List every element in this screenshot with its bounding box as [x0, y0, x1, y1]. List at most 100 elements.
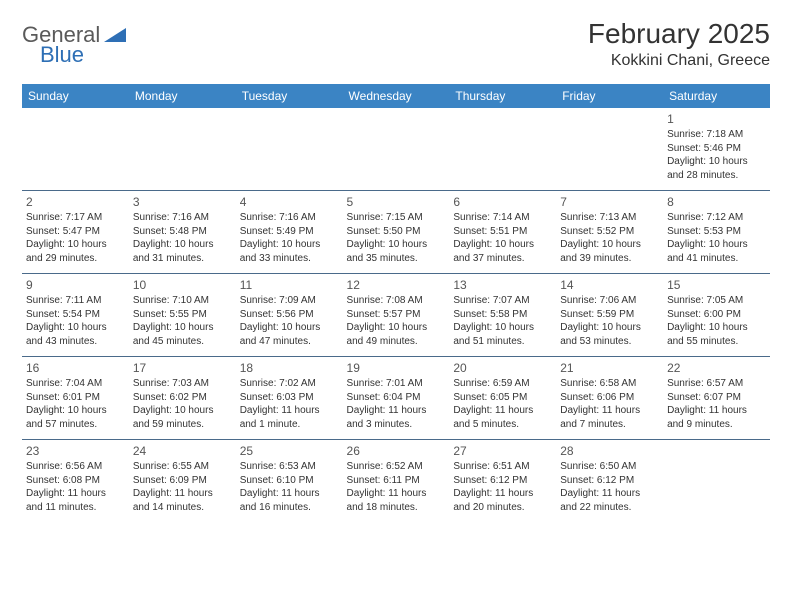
- day-number: 1: [667, 112, 766, 126]
- day-number: 10: [133, 278, 232, 292]
- week-row: 23 Sunrise: 6:56 AMSunset: 6:08 PMDayligh…: [22, 440, 770, 523]
- day-cell: 1 Sunrise: 7:18 AMSunset: 5:46 PMDaylight…: [663, 108, 770, 191]
- day-info: Sunrise: 7:17 AMSunset: 5:47 PMDaylight:…: [26, 211, 125, 265]
- day-cell: 21Sunrise: 6:58 AMSunset: 6:06 PMDayligh…: [556, 357, 663, 440]
- day-number: 12: [347, 278, 446, 292]
- day-cell: 10 Sunrise: 7:10 AMSunset: 5:55 PMDayligh…: [129, 274, 236, 357]
- day-cell: 25 Sunrise: 6:53 AMSunset: 6:10 PMDayligh…: [236, 440, 343, 523]
- day-cell: 17 Sunrise: 7:03 AMSunset: 6:02 PMDayligh…: [129, 357, 236, 440]
- day-number: 4: [240, 195, 339, 209]
- day-cell: 4 Sunrise: 7:16 AMSunset: 5:49 PMDaylight…: [236, 191, 343, 274]
- day-header-tuesday: Tuesday: [236, 84, 343, 108]
- day-number: 2: [26, 195, 125, 209]
- day-cell: 3Sunrise: 7:16 AMSunset: 5:48 PMDaylight…: [129, 191, 236, 274]
- day-info: Sunrise: 7:09 AMSunset: 5:56 PMDaylight:…: [240, 294, 339, 348]
- location: Kokkini Chani, Greece: [588, 52, 770, 70]
- day-number: 24: [133, 444, 232, 458]
- day-header-friday: Friday: [556, 84, 663, 108]
- day-header-wednesday: Wednesday: [343, 84, 450, 108]
- day-info: Sunrise: 6:50 AMSunset: 6:12 PMDaylight:…: [560, 460, 659, 514]
- day-cell: 11 Sunrise: 7:09 AMSunset: 5:56 PMDayligh…: [236, 274, 343, 357]
- day-info: Sunrise: 7:02 AMSunset: 6:03 PMDaylight:…: [240, 377, 339, 431]
- day-info: Sunrise: 6:56 AMSunset: 6:08 PMDaylight:…: [26, 460, 125, 514]
- day-info: Sunrise: 7:14 AMSunset: 5:51 PMDaylight:…: [453, 211, 552, 265]
- empty-cell: [556, 108, 663, 191]
- empty-cell: [129, 108, 236, 191]
- day-cell: 24 Sunrise: 6:55 AMSunset: 6:09 PMDayligh…: [129, 440, 236, 523]
- day-cell: 14 Sunrise: 7:06 AMSunset: 5:59 PMDayligh…: [556, 274, 663, 357]
- day-number: 23: [26, 444, 125, 458]
- empty-cell: [449, 108, 556, 191]
- week-row: 16 Sunrise: 7:04 AMSunset: 6:01 PMDayligh…: [22, 357, 770, 440]
- day-number: 25: [240, 444, 339, 458]
- day-info: Sunrise: 6:59 AMSunset: 6:05 PMDaylight:…: [453, 377, 552, 431]
- day-cell: 23 Sunrise: 6:56 AMSunset: 6:08 PMDayligh…: [22, 440, 129, 523]
- day-header-sunday: Sunday: [22, 84, 129, 108]
- week-row: 9 Sunrise: 7:11 AMSunset: 5:54 PMDaylight…: [22, 274, 770, 357]
- day-info: Sunrise: 6:52 AMSunset: 6:11 PMDaylight:…: [347, 460, 446, 514]
- day-info: Sunrise: 7:10 AMSunset: 5:55 PMDaylight:…: [133, 294, 232, 348]
- day-info: Sunrise: 7:18 AMSunset: 5:46 PMDaylight:…: [667, 128, 766, 182]
- day-cell: 8 Sunrise: 7:12 AMSunset: 5:53 PMDaylight…: [663, 191, 770, 274]
- day-number: 8: [667, 195, 766, 209]
- day-cell: 27Sunrise: 6:51 AMSunset: 6:12 PMDayligh…: [449, 440, 556, 523]
- day-header-thursday: Thursday: [449, 84, 556, 108]
- day-info: Sunrise: 7:12 AMSunset: 5:53 PMDaylight:…: [667, 211, 766, 265]
- day-info: Sunrise: 7:04 AMSunset: 6:01 PMDaylight:…: [26, 377, 125, 431]
- day-cell: 28 Sunrise: 6:50 AMSunset: 6:12 PMDayligh…: [556, 440, 663, 523]
- day-number: 15: [667, 278, 766, 292]
- day-cell: 2 Sunrise: 7:17 AMSunset: 5:47 PMDaylight…: [22, 191, 129, 274]
- day-info: Sunrise: 6:55 AMSunset: 6:09 PMDaylight:…: [133, 460, 232, 514]
- day-number: 18: [240, 361, 339, 375]
- day-info: Sunrise: 7:07 AMSunset: 5:58 PMDaylight:…: [453, 294, 552, 348]
- day-info: Sunrise: 7:11 AMSunset: 5:54 PMDaylight:…: [26, 294, 125, 348]
- day-header-monday: Monday: [129, 84, 236, 108]
- month-title: February 2025: [588, 18, 770, 50]
- day-info: Sunrise: 7:13 AMSunset: 5:52 PMDaylight:…: [560, 211, 659, 265]
- day-cell: 20 Sunrise: 6:59 AMSunset: 6:05 PMDayligh…: [449, 357, 556, 440]
- day-number: 9: [26, 278, 125, 292]
- day-number: 28: [560, 444, 659, 458]
- empty-cell: [343, 108, 450, 191]
- day-info: Sunrise: 6:57 AMSunset: 6:07 PMDaylight:…: [667, 377, 766, 431]
- title-block: February 2025 Kokkini Chani, Greece: [588, 18, 770, 70]
- day-number: 5: [347, 195, 446, 209]
- day-number: 7: [560, 195, 659, 209]
- day-info: Sunrise: 7:06 AMSunset: 5:59 PMDaylight:…: [560, 294, 659, 348]
- day-cell: 26 Sunrise: 6:52 AMSunset: 6:11 PMDayligh…: [343, 440, 450, 523]
- day-number: 20: [453, 361, 552, 375]
- calendar-table: SundayMondayTuesdayWednesdayThursdayFrid…: [22, 84, 770, 522]
- day-cell: 12 Sunrise: 7:08 AMSunset: 5:57 PMDayligh…: [343, 274, 450, 357]
- day-number: 19: [347, 361, 446, 375]
- logo-triangle-icon: [104, 26, 126, 47]
- day-number: 3: [133, 195, 232, 209]
- week-row: 1 Sunrise: 7:18 AMSunset: 5:46 PMDaylight…: [22, 108, 770, 191]
- day-number: 16: [26, 361, 125, 375]
- day-info: Sunrise: 7:08 AMSunset: 5:57 PMDaylight:…: [347, 294, 446, 348]
- day-cell: 16 Sunrise: 7:04 AMSunset: 6:01 PMDayligh…: [22, 357, 129, 440]
- day-number: 27: [453, 444, 552, 458]
- day-header-saturday: Saturday: [663, 84, 770, 108]
- day-info: Sunrise: 7:01 AMSunset: 6:04 PMDaylight:…: [347, 377, 446, 431]
- day-number: 11: [240, 278, 339, 292]
- day-info: Sunrise: 7:05 AMSunset: 6:00 PMDaylight:…: [667, 294, 766, 348]
- day-number: 26: [347, 444, 446, 458]
- week-row: 2 Sunrise: 7:17 AMSunset: 5:47 PMDaylight…: [22, 191, 770, 274]
- empty-cell: [22, 108, 129, 191]
- day-cell: 9 Sunrise: 7:11 AMSunset: 5:54 PMDaylight…: [22, 274, 129, 357]
- day-number: 14: [560, 278, 659, 292]
- day-cell: 19 Sunrise: 7:01 AMSunset: 6:04 PMDayligh…: [343, 357, 450, 440]
- day-number: 21: [560, 361, 659, 375]
- day-cell: 5 Sunrise: 7:15 AMSunset: 5:50 PMDaylight…: [343, 191, 450, 274]
- day-info: Sunrise: 6:53 AMSunset: 6:10 PMDaylight:…: [240, 460, 339, 514]
- day-number: 17: [133, 361, 232, 375]
- day-info: Sunrise: 7:03 AMSunset: 6:02 PMDaylight:…: [133, 377, 232, 431]
- day-cell: 13 Sunrise: 7:07 AMSunset: 5:58 PMDayligh…: [449, 274, 556, 357]
- day-info: Sunrise: 7:16 AMSunset: 5:49 PMDaylight:…: [240, 211, 339, 265]
- empty-cell: [236, 108, 343, 191]
- day-info: Sunrise: 7:15 AMSunset: 5:50 PMDaylight:…: [347, 211, 446, 265]
- header: General February 2025 Kokkini Chani, Gre…: [22, 18, 770, 70]
- day-number: 13: [453, 278, 552, 292]
- logo-blue-text-row: Blue: [40, 42, 84, 68]
- day-number: 22: [667, 361, 766, 375]
